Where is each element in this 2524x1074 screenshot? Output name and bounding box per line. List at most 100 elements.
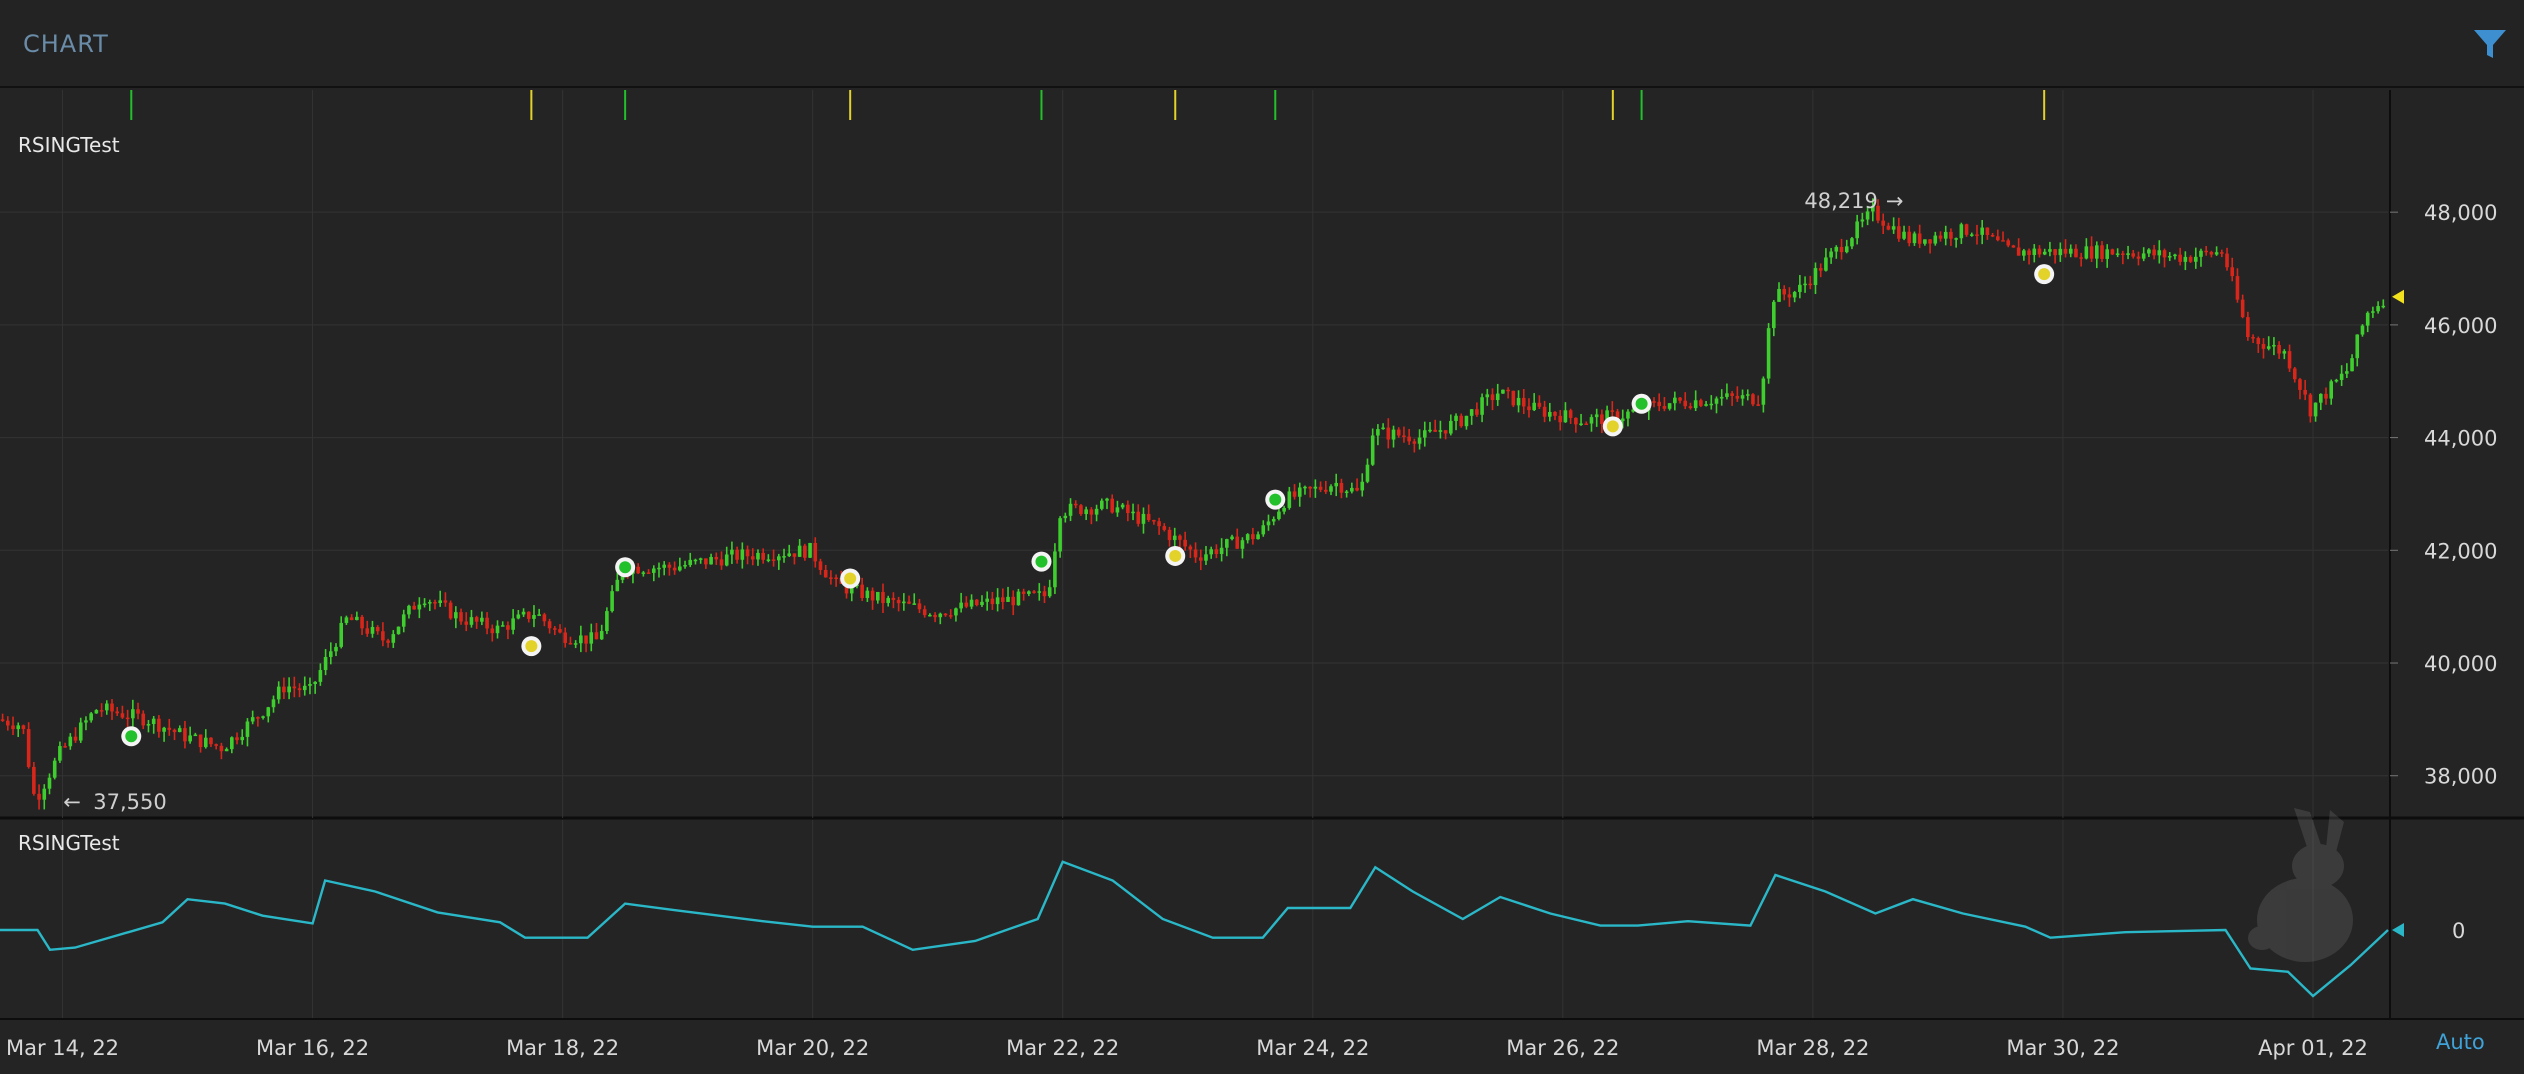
candle-body bbox=[1813, 268, 1818, 286]
candle-body bbox=[1772, 301, 1776, 329]
candle-body bbox=[1917, 233, 1922, 244]
candle-body bbox=[1683, 400, 1688, 407]
candle-body bbox=[32, 766, 36, 794]
candle-body bbox=[2324, 393, 2328, 399]
candle-body bbox=[1037, 591, 1042, 593]
candle-body bbox=[719, 559, 724, 566]
candle-body bbox=[52, 760, 57, 778]
candle-body bbox=[2042, 251, 2047, 255]
candle-body bbox=[2235, 276, 2240, 300]
candle-body bbox=[58, 746, 62, 761]
candle-body bbox=[938, 613, 943, 618]
candle-body bbox=[495, 625, 500, 634]
candle-body bbox=[1699, 400, 1703, 406]
candle-body bbox=[2339, 373, 2344, 380]
candle-body bbox=[1834, 246, 1839, 252]
candle-body bbox=[2350, 358, 2354, 372]
candle-body bbox=[813, 543, 818, 562]
candle-body bbox=[1313, 486, 1318, 489]
candle-body bbox=[381, 631, 385, 641]
candle-body bbox=[485, 617, 489, 629]
candle-body bbox=[683, 565, 687, 567]
candle-body bbox=[1485, 394, 1490, 398]
candle-body bbox=[1740, 395, 1745, 399]
candle-body bbox=[120, 713, 125, 718]
candle-body bbox=[547, 621, 552, 629]
candle-body bbox=[2074, 248, 2078, 258]
candle-body bbox=[63, 746, 67, 748]
candle-body bbox=[1365, 464, 1370, 482]
indicator-line bbox=[0, 860, 2389, 998]
candle-body bbox=[1407, 436, 1411, 442]
candle-body bbox=[500, 625, 505, 627]
candle-body bbox=[1756, 404, 1760, 406]
candle-body bbox=[1980, 227, 1984, 235]
candle-body bbox=[21, 725, 26, 730]
candle-body bbox=[230, 737, 234, 750]
candle-body bbox=[1912, 233, 1917, 244]
candle-body bbox=[2334, 379, 2339, 382]
candle-body bbox=[1798, 284, 1802, 293]
candle-body bbox=[2063, 248, 2068, 254]
candle-body bbox=[6, 720, 10, 726]
candle-body bbox=[2110, 249, 2115, 255]
candle-body bbox=[1876, 205, 1880, 221]
candle-body bbox=[1891, 226, 1896, 230]
candle-body bbox=[2115, 253, 2120, 255]
y-tick-label: 38,000 bbox=[2424, 765, 2497, 789]
candle-body bbox=[1954, 238, 1958, 240]
candle-body bbox=[870, 590, 875, 601]
candle-body bbox=[412, 605, 416, 610]
candle-body bbox=[1568, 410, 1573, 418]
candle-body bbox=[1532, 402, 1536, 411]
candle-body bbox=[1521, 397, 1526, 407]
candle-body bbox=[1417, 437, 1422, 444]
candle-body bbox=[542, 614, 547, 622]
candle-body bbox=[818, 561, 823, 570]
candle-body bbox=[750, 556, 755, 560]
candle-body bbox=[1678, 397, 1682, 401]
candle-body bbox=[2308, 394, 2313, 417]
candle-body bbox=[2173, 254, 2177, 257]
candle-body bbox=[2272, 345, 2276, 347]
candle-body bbox=[188, 735, 192, 742]
candle-body bbox=[1381, 427, 1385, 430]
candle-body bbox=[1574, 417, 1578, 425]
candle-body bbox=[1422, 430, 1427, 438]
candle-body bbox=[1438, 430, 1443, 432]
x-tick-label: Mar 24, 22 bbox=[1256, 1036, 1369, 1060]
candle-body bbox=[1266, 521, 1271, 526]
candle-body bbox=[1652, 401, 1656, 403]
candle-body bbox=[2303, 389, 2307, 395]
candle-body bbox=[151, 718, 156, 725]
filter-button[interactable] bbox=[2466, 24, 2514, 64]
y-tick-label: 40,000 bbox=[2424, 652, 2497, 676]
x-tick-label: Mar 22, 22 bbox=[1006, 1036, 1119, 1060]
candle-body bbox=[323, 656, 328, 671]
auto-scale-button[interactable]: Auto bbox=[2436, 1030, 2485, 1054]
candle-body bbox=[803, 545, 807, 558]
candle-body bbox=[1626, 411, 1630, 419]
candle-body bbox=[1553, 411, 1557, 416]
candle-body bbox=[730, 549, 734, 555]
candle-body bbox=[1923, 239, 1927, 244]
candle-body bbox=[886, 597, 891, 604]
candle-body bbox=[2246, 317, 2250, 338]
y-tick-label: 44,000 bbox=[2424, 427, 2497, 451]
candle-body bbox=[1308, 486, 1312, 489]
candle-body bbox=[2152, 249, 2156, 256]
candle-body bbox=[2230, 267, 2235, 277]
candle-body bbox=[2193, 256, 2198, 262]
candle-body bbox=[104, 703, 109, 711]
candle-body bbox=[2298, 379, 2302, 390]
candle-body bbox=[1761, 378, 1766, 405]
candle-body bbox=[2089, 246, 2094, 259]
indicator-panel bbox=[0, 808, 2389, 998]
candle-body bbox=[131, 709, 135, 719]
candle-body bbox=[2381, 305, 2386, 308]
candle-body bbox=[1303, 486, 1307, 489]
candle-body bbox=[1469, 409, 1474, 416]
candle-body bbox=[1157, 521, 1161, 527]
candle-body bbox=[1350, 487, 1354, 492]
